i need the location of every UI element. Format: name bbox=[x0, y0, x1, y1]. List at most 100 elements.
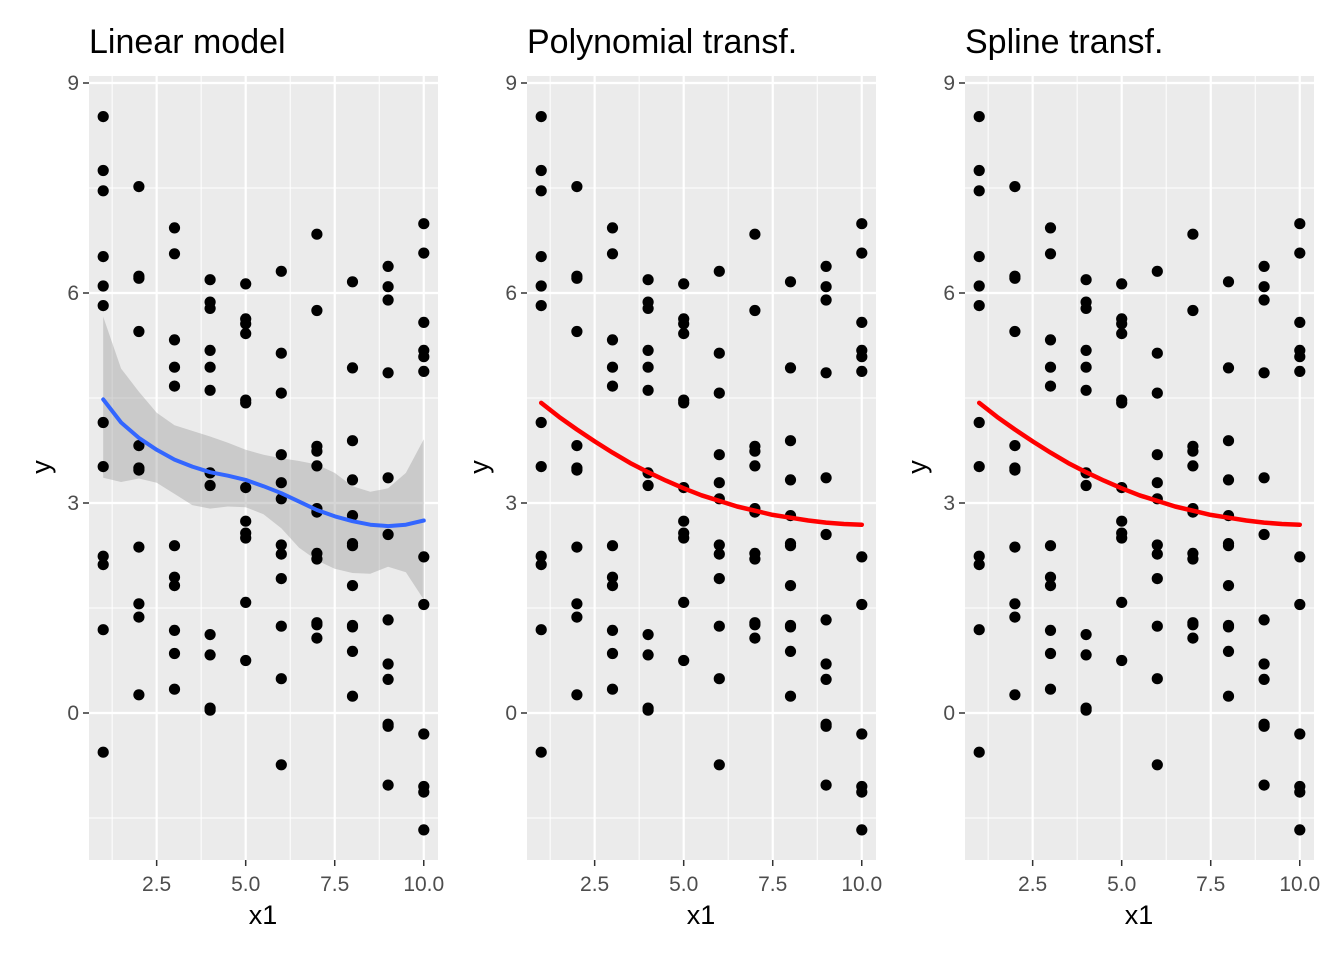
data-point bbox=[1258, 673, 1270, 686]
data-point bbox=[1258, 472, 1270, 484]
data-point bbox=[1116, 654, 1128, 667]
data-point bbox=[311, 553, 323, 565]
data-point bbox=[204, 344, 216, 356]
data-point bbox=[856, 598, 868, 611]
data-point bbox=[571, 598, 583, 610]
gridlines bbox=[89, 76, 438, 860]
data-point bbox=[1222, 580, 1235, 592]
data-point bbox=[749, 445, 761, 457]
data-point bbox=[856, 316, 868, 328]
data-point bbox=[168, 580, 181, 592]
panel-linear-model: Linear model x1 y 2.5 5.0 7.5 10.0 0 3 6 9 bbox=[26, 23, 444, 930]
panel-background bbox=[527, 76, 876, 860]
data-point bbox=[1009, 541, 1021, 553]
data-point bbox=[1258, 281, 1270, 293]
data-point bbox=[973, 746, 985, 758]
axes: 2.5 5.0 7.5 10.0 0 3 6 9 bbox=[943, 72, 1320, 896]
data-point bbox=[678, 596, 690, 609]
data-point bbox=[382, 472, 394, 484]
panel-spline-transf: Spline transf. x1 y 2.5 5.0 7.5 10.0 0 3 6 9 bbox=[902, 23, 1320, 930]
data-point bbox=[535, 280, 547, 292]
data-point bbox=[606, 580, 619, 592]
data-point bbox=[275, 759, 287, 771]
x-axis-label: x1 bbox=[1125, 900, 1154, 930]
data-point bbox=[240, 397, 252, 409]
data-point bbox=[571, 440, 583, 452]
y-tick-label: 9 bbox=[67, 72, 79, 95]
data-point bbox=[784, 580, 797, 592]
data-point bbox=[240, 318, 252, 330]
points bbox=[97, 111, 430, 836]
data-point bbox=[168, 624, 181, 637]
data-point bbox=[820, 658, 832, 670]
y-axis-label: y bbox=[464, 460, 494, 474]
data-point bbox=[678, 397, 690, 409]
data-point bbox=[1151, 539, 1163, 551]
data-point bbox=[642, 302, 654, 314]
data-point bbox=[97, 251, 109, 263]
data-point bbox=[535, 111, 547, 123]
data-point bbox=[973, 559, 985, 571]
data-point bbox=[240, 654, 252, 667]
data-point bbox=[784, 276, 797, 288]
data-point bbox=[784, 645, 797, 658]
y-tick-label: 3 bbox=[943, 492, 955, 515]
data-point bbox=[1258, 528, 1270, 541]
data-point bbox=[1222, 276, 1235, 288]
data-point bbox=[1294, 316, 1306, 328]
data-point bbox=[1187, 632, 1199, 644]
data-point bbox=[97, 550, 109, 562]
data-point bbox=[856, 247, 868, 259]
data-point bbox=[1151, 620, 1163, 632]
data-point bbox=[1294, 218, 1306, 230]
data-point bbox=[133, 689, 145, 701]
data-point bbox=[535, 624, 547, 636]
data-point bbox=[1258, 294, 1270, 306]
fit-line bbox=[538, 400, 865, 527]
data-point bbox=[678, 318, 690, 330]
data-point bbox=[856, 728, 868, 740]
data-point bbox=[382, 260, 394, 272]
x-tick-label: 7.5 bbox=[758, 873, 787, 896]
data-point bbox=[346, 621, 359, 633]
data-point bbox=[820, 720, 832, 732]
data-point bbox=[642, 384, 654, 396]
data-point bbox=[820, 779, 832, 791]
data-point bbox=[133, 440, 145, 452]
data-point bbox=[606, 624, 619, 637]
data-point bbox=[784, 621, 797, 633]
data-point bbox=[1044, 624, 1057, 637]
data-point bbox=[571, 272, 583, 284]
data-point bbox=[713, 387, 725, 399]
data-point bbox=[1258, 720, 1270, 732]
data-point bbox=[973, 164, 985, 177]
data-point bbox=[1080, 649, 1092, 661]
data-point bbox=[856, 365, 868, 377]
data-point bbox=[856, 824, 868, 836]
data-point bbox=[820, 528, 832, 541]
data-point bbox=[749, 632, 761, 644]
data-point bbox=[642, 704, 654, 716]
data-point bbox=[97, 280, 109, 292]
data-point bbox=[1187, 445, 1199, 457]
data-point bbox=[713, 477, 725, 489]
data-point bbox=[1187, 304, 1199, 317]
data-point bbox=[571, 541, 583, 553]
data-point bbox=[784, 362, 797, 374]
panel-title: Spline transf. bbox=[965, 23, 1163, 61]
data-point bbox=[1294, 365, 1306, 377]
data-point bbox=[1044, 580, 1057, 592]
data-point bbox=[168, 571, 181, 583]
data-point bbox=[973, 624, 985, 636]
data-point bbox=[1116, 318, 1128, 330]
data-point bbox=[382, 294, 394, 306]
data-point bbox=[1009, 181, 1021, 193]
points bbox=[973, 111, 1306, 836]
data-point bbox=[1294, 351, 1306, 363]
data-point bbox=[418, 218, 430, 230]
data-point bbox=[606, 540, 619, 552]
data-point bbox=[311, 619, 323, 631]
data-point bbox=[1151, 347, 1163, 359]
data-point bbox=[346, 276, 359, 288]
data-point bbox=[678, 278, 690, 290]
